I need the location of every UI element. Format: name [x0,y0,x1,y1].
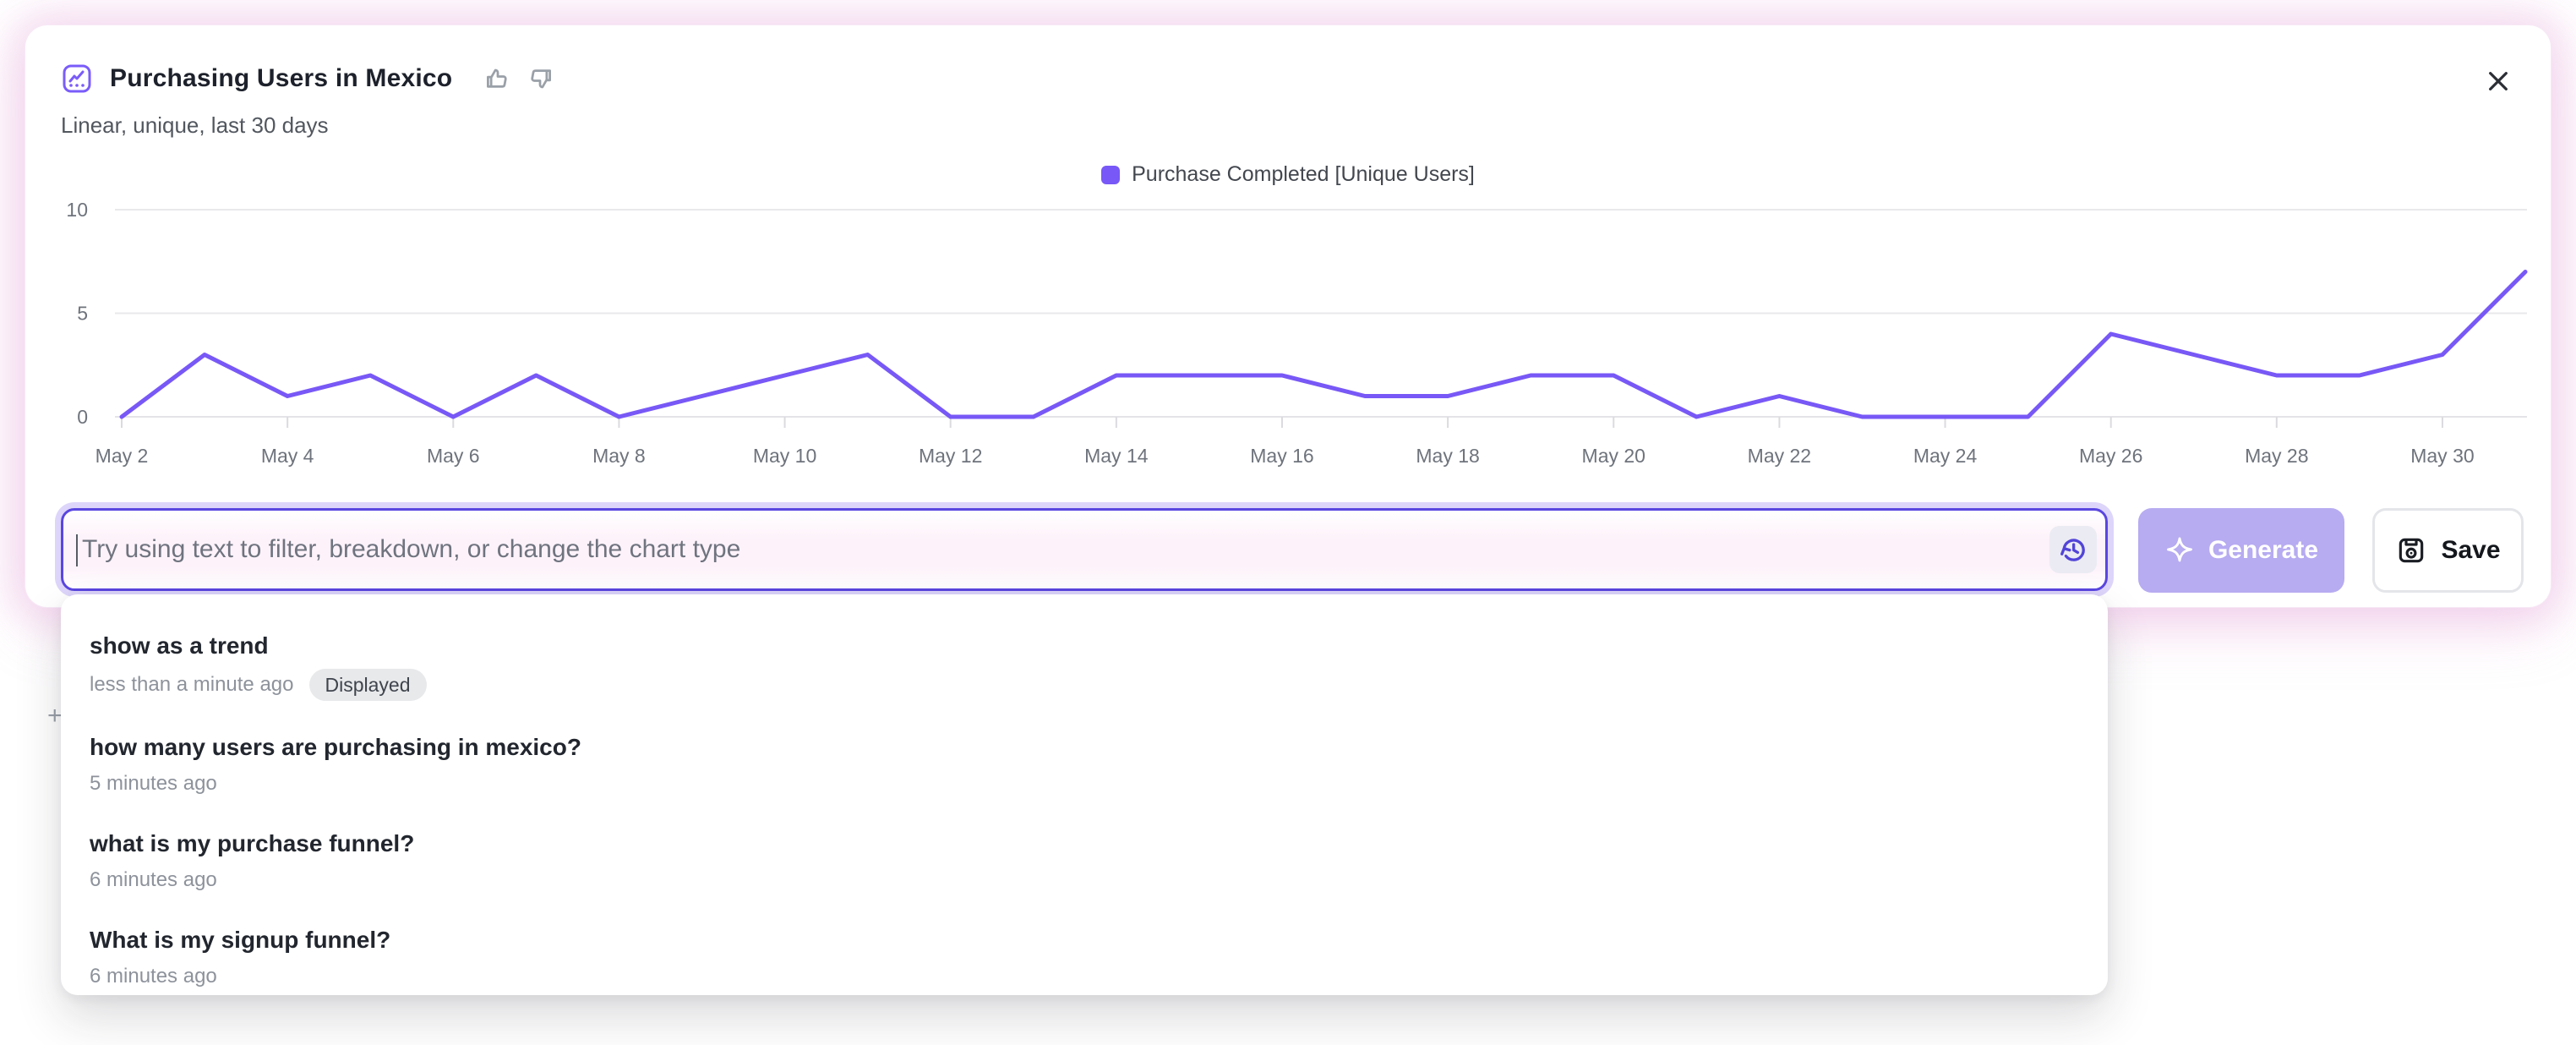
background-plus-button[interactable]: + [47,702,63,730]
save-disk-icon [2399,538,2424,563]
line-chart-icon [63,64,91,93]
history-meta: 5 minutes ago [90,770,2079,797]
close-icon [2489,72,2508,90]
history-query: What is my signup funnel? [90,927,391,953]
history-item[interactable]: what is my purchase funnel? 6 minutes ag… [61,812,2108,909]
x-axis-label: May 28 [2245,445,2308,467]
thumbs-up-icon [487,68,507,88]
card-header: Purchasing Users in Mexico [63,64,555,93]
history-meta: 6 minutes ago [90,963,2079,990]
legend-item-purchase-completed[interactable]: Purchase Completed [Unique Users] [1101,162,1475,187]
x-axis-label: May 26 [2079,445,2142,467]
history-item[interactable]: how many users are purchasing in mexico?… [61,716,2108,812]
y-axis-label: 5 [77,303,88,325]
x-axis-label: May 20 [1582,445,1645,467]
y-axis-label: 0 [77,406,88,428]
history-query: what is my purchase funnel? [90,830,415,856]
x-axis-label: May 14 [1084,445,1149,467]
line-chart: 0 5 10 May 2 May 4 May 6 May 8 May 10 May 12 May … [66,199,2528,467]
thumbs-down-button[interactable] [528,65,555,92]
text-caret [76,534,78,566]
history-query: show as a trend [90,632,269,659]
history-meta: 6 minutes ago [90,867,2079,894]
save-button[interactable]: Save [2372,508,2524,593]
x-axis-label: May 4 [261,445,314,467]
history-button[interactable] [2049,526,2097,573]
chart-card: 0 5 10 May 2 May 4 May 6 May 8 May 10 May 12 May … [25,25,2551,607]
x-axis-label: May 16 [1250,445,1313,467]
x-axis-label: May 18 [1416,445,1479,467]
x-axis-label: May 24 [1913,445,1978,467]
chart-series-line [119,270,2528,419]
generate-label: Generate [2208,536,2319,564]
history-icon [2060,539,2085,561]
y-axis-label: 10 [66,199,88,221]
thumbs-down-icon [531,69,552,89]
page-title: Purchasing Users in Mexico [110,64,453,92]
chart-legend: Purchase Completed [Unique Users] [25,162,2551,187]
prompt-input[interactable] [63,511,2105,588]
x-axis-label: May 6 [427,445,480,467]
history-timestamp: 5 minutes ago [90,772,217,795]
displayed-badge: Displayed [308,669,427,701]
close-button[interactable] [2478,61,2519,101]
history-dropdown: show as a trend less than a minute ago D… [61,594,2108,995]
x-axis-label: May 2 [96,445,149,467]
thumbs-up-button[interactable] [484,65,511,92]
history-timestamp: 6 minutes ago [90,868,217,891]
legend-swatch [1101,165,1121,184]
x-axis-label: May 22 [1748,445,1811,467]
history-item[interactable]: show as a trend less than a minute ago D… [61,615,2108,716]
legend-label: Purchase Completed [Unique Users] [1132,162,1475,186]
sparkle-icon [2167,537,2192,562]
save-label: Save [2441,536,2501,564]
x-axis-label: May 12 [919,445,982,467]
prompt-input-container [61,508,2108,591]
generate-button[interactable]: Generate [2138,508,2344,593]
history-item[interactable]: What is my signup funnel? 6 minutes ago [61,909,2108,995]
x-axis-label: May 10 [753,445,816,467]
x-axis-label: May 30 [2410,445,2474,467]
history-query: how many users are purchasing in mexico? [90,734,581,760]
history-meta: less than a minute ago Displayed [90,669,2079,701]
history-timestamp: less than a minute ago [90,673,294,696]
feedback-buttons [484,65,555,92]
chart-subtitle: Linear, unique, last 30 days [61,112,329,138]
prompt-bar: Generate Save [61,508,2524,593]
history-timestamp: 6 minutes ago [90,965,217,988]
x-axis-label: May 8 [592,445,646,467]
